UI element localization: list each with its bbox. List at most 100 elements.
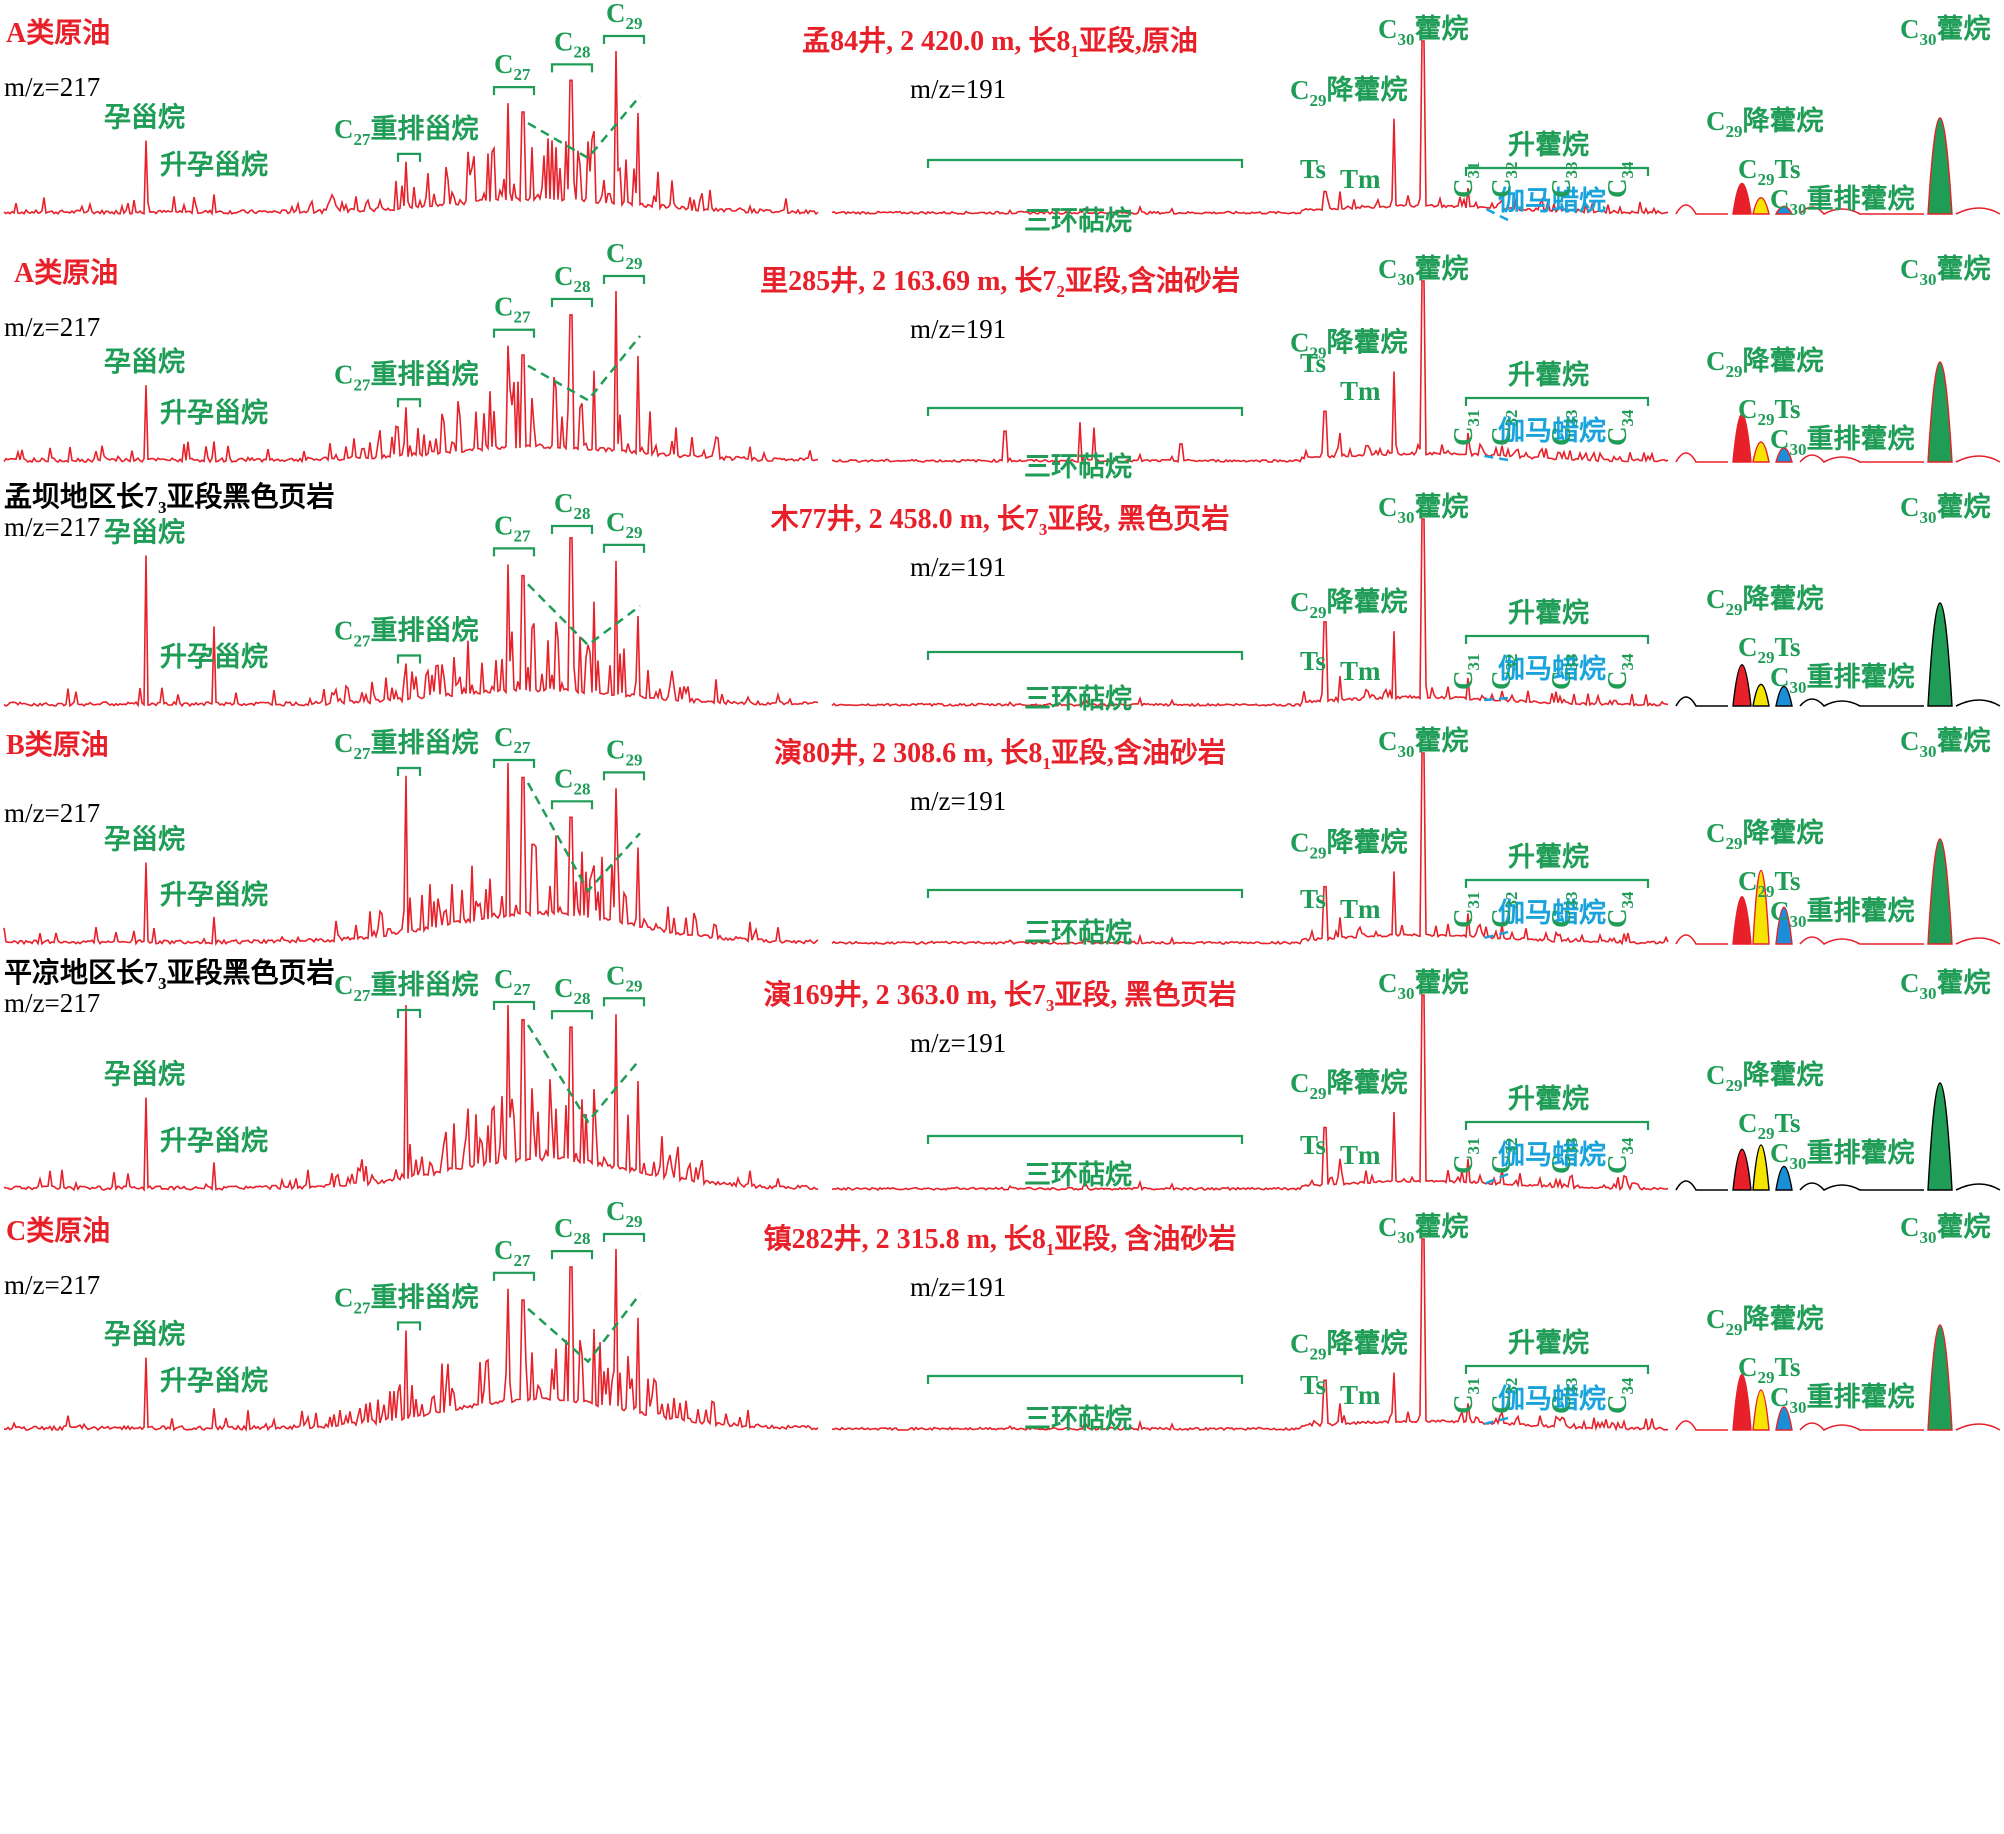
label-c27: C27 [494,1235,531,1270]
v-shape-dashed-line [526,782,641,893]
inset-peak-c30-diahopane [1775,685,1793,707]
bracket-c29 [602,274,646,284]
label-c27-diasterane: C27重排甾烷 [334,969,479,1005]
bracket-c27 [492,758,536,768]
label-tm: Tm [1340,164,1381,194]
label-c30-hopane: C30藿烷 [1378,13,1469,49]
label-gammacerane: 伽马蜡烷 [1498,185,1606,216]
inset-peak-c29-norhopane [1732,664,1752,707]
label-c31: C31 [1448,162,1483,199]
inset-label-c29-norhopane: C29降藿烷 [1706,345,1824,381]
inset-baseline [1675,1180,2001,1192]
inset-peak-c29ts [1752,196,1770,215]
label-c29-norhopane: C29降藿烷 [1290,1328,1408,1364]
inset-peak-c29ts [1752,870,1770,945]
inset-baseline [1675,452,2001,464]
label-c33: C33 [1546,892,1581,929]
label-pregnane: 孕甾烷 [104,824,185,855]
inset-label-c30-hopane: C30藿烷 [1900,13,1991,49]
inset-peak-c30-hopane [1927,838,1953,945]
label-ts: Ts [1300,884,1326,914]
bracket-c28 [550,800,594,810]
v-shape-dashed-line [527,95,641,160]
label-c27-diasterane: C27重排甾烷 [334,358,479,394]
trace-m217 [3,1004,819,1192]
inset-label-c29ts: C29Ts [1738,1352,1801,1387]
bracket-c28 [550,63,594,73]
inset-label-c30-hopane: C30藿烷 [1900,253,1991,289]
label-homohopanes: 升藿烷 [1508,359,1589,390]
label-tricyclic-terpanes: 三环萜烷 [1024,1159,1132,1190]
label-tricyclic-terpanes: 三环萜烷 [1024,917,1132,948]
inset-peak-c30-hopane [1927,117,1953,215]
label-c32: C32 [1486,654,1521,691]
label-c30-hopane: C30藿烷 [1378,967,1469,1003]
label-ts: Ts [1300,154,1326,184]
label-tm: Tm [1340,1380,1381,1410]
inset-label-c29ts: C29Ts [1738,632,1801,667]
v-shape-dashed-line [527,1293,641,1364]
label-c32: C32 [1486,892,1521,929]
label-c34: C34 [1602,1377,1637,1414]
trace-m191 [831,40,1669,216]
inset-peak-c29-norhopane [1732,182,1752,215]
label-c31: C31 [1448,410,1483,447]
inset-label-c30-diahopane: C30重排藿烷 [1770,1381,1915,1417]
label-c29: C29 [606,0,643,33]
inset-label-c30-diahopane: C30重排藿烷 [1770,1137,1915,1173]
label-c29-norhopane: C29降藿烷 [1290,826,1408,862]
gammacerane-dashed-line [1483,1416,1509,1426]
bracket-c27-diasterane [396,398,422,408]
label-ts: Ts [1300,646,1326,676]
label-c29: C29 [606,960,643,995]
mz191-label: m/z=191 [910,314,1006,344]
label-c27: C27 [494,722,531,757]
bracket-c29 [602,34,646,44]
trace-m191 [831,752,1669,946]
group-label: A类原油 [14,257,118,289]
sample-row-4: B类原油 m/z=217 演80井, 2 308.6 m, 长81亚段,含油砂岩 m/… [3,722,2001,948]
label-ts: Ts [1300,1370,1326,1400]
bracket-tricyclic-terpanes [926,1374,1244,1384]
label-c33: C33 [1546,1138,1581,1175]
bracket-c29 [602,543,646,553]
label-c32: C32 [1486,162,1521,199]
group-label: 孟坝地区长73亚段黑色页岩 [4,480,335,517]
inset-peak-c29-norhopane [1732,1148,1752,1191]
inset-peak-c29ts [1752,683,1770,707]
label-homopregnane: 升孕甾烷 [160,1365,268,1396]
label-homohopanes: 升藿烷 [1508,1083,1589,1114]
label-c27: C27 [494,510,531,545]
inset-label-c30-hopane: C30藿烷 [1900,725,1991,761]
v-shape-dashed-line [527,583,641,647]
bracket-homohopanes [1464,166,1650,176]
inset-peak-c30-diahopane [1775,1406,1793,1431]
bracket-c28 [550,1250,594,1260]
inset-peak-c30-diahopane [1774,205,1794,215]
label-homohopanes: 升藿烷 [1508,841,1589,872]
label-tm: Tm [1340,656,1381,686]
label-c29: C29 [606,507,643,542]
inset-peak-c30-hopane [1927,1082,1953,1191]
bracket-tricyclic-terpanes [926,406,1244,416]
label-c31: C31 [1448,654,1483,691]
bracket-c29 [602,1232,646,1242]
mz191-label: m/z=191 [910,552,1006,582]
inset-label-c30-hopane: C30藿烷 [1900,491,1991,527]
bracket-tricyclic-terpanes [926,650,1244,660]
label-c33: C33 [1546,162,1581,199]
label-tricyclic-terpanes: 三环萜烷 [1024,451,1132,482]
label-c29-norhopane: C29降藿烷 [1290,74,1408,110]
label-homopregnane: 升孕甾烷 [160,879,268,910]
label-c30-hopane: C30藿烷 [1378,253,1469,289]
inset-label-c29-norhopane: C29降藿烷 [1706,105,1824,141]
inset-label-c29-norhopane: C29降藿烷 [1706,1059,1824,1095]
label-c27: C27 [494,964,531,999]
trace-m217 [3,290,819,464]
label-pregnane: 孕甾烷 [104,1059,185,1090]
inset-label-c30-diahopane: C30重排藿烷 [1770,661,1915,697]
bracket-homohopanes [1464,634,1650,644]
inset-peak-c29ts [1752,1144,1770,1191]
label-c33: C33 [1546,1378,1581,1415]
inset-peak-c29-norhopane [1732,896,1752,945]
